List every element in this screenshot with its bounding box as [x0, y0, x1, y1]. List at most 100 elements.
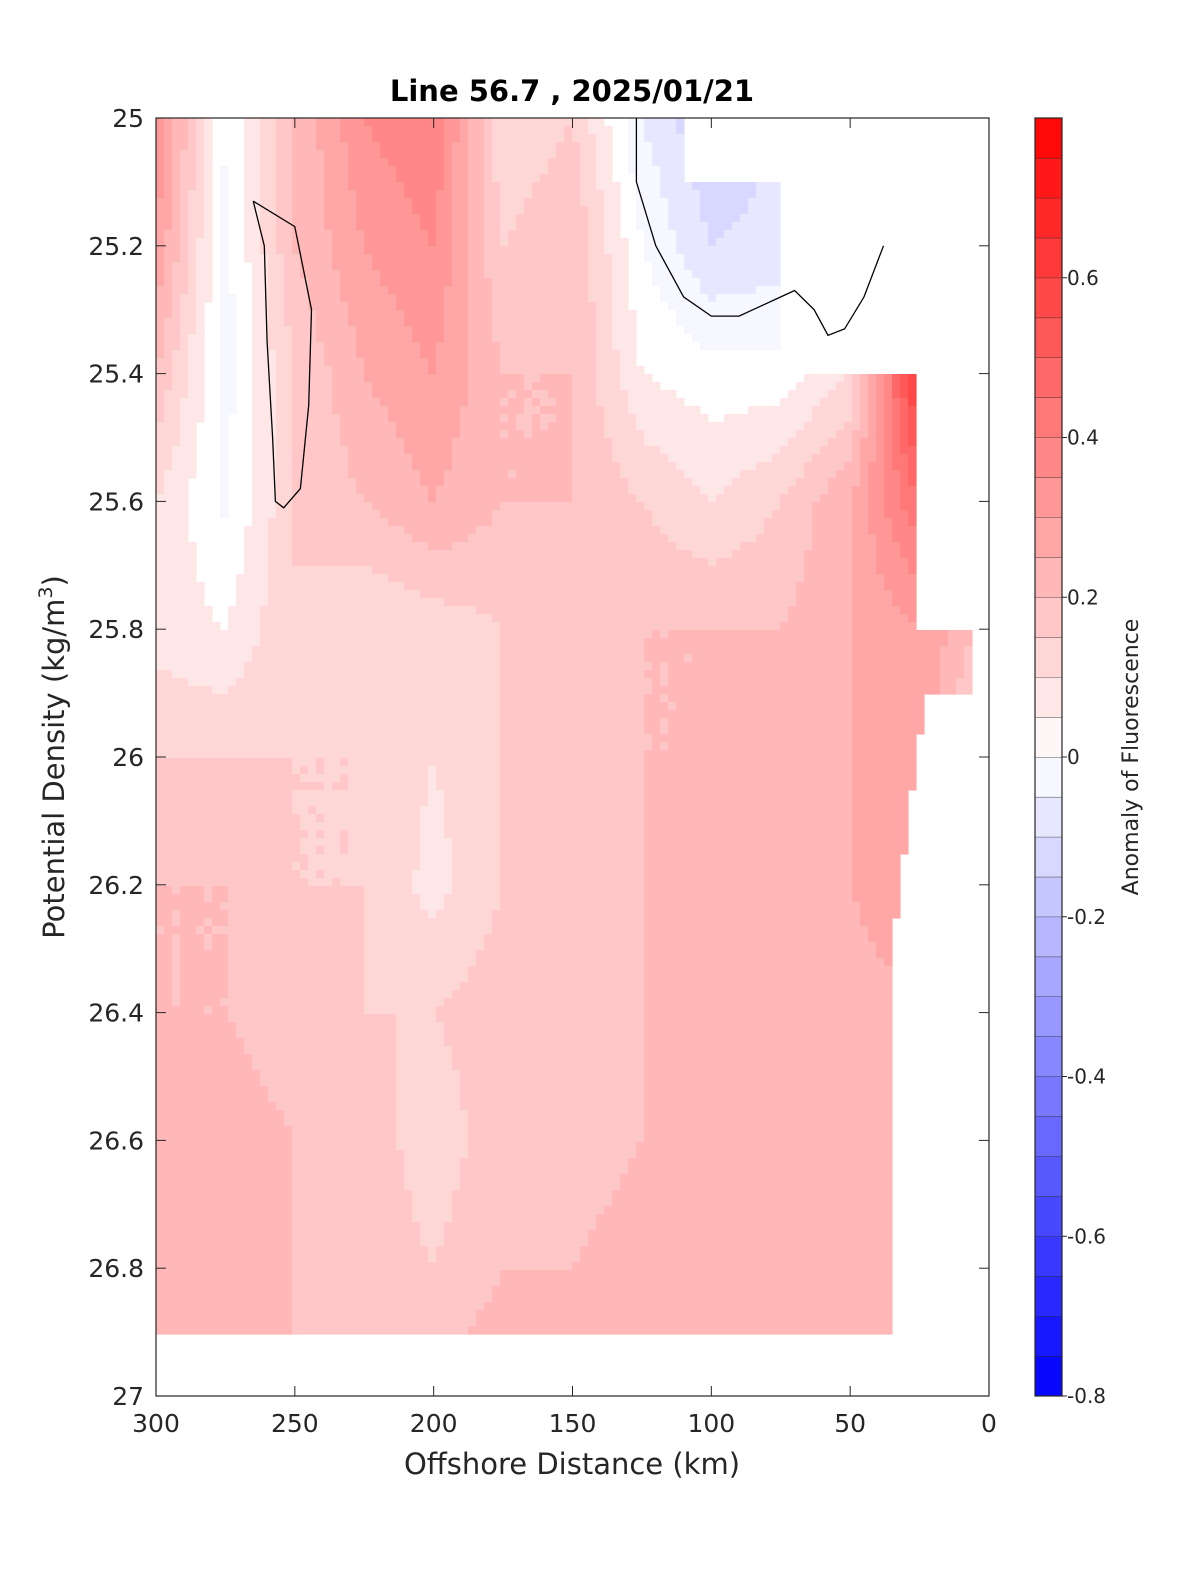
contour-cell: [364, 390, 373, 399]
contour-cell: [604, 158, 613, 167]
contour-cell: [340, 446, 349, 455]
contour-cell: [292, 118, 301, 127]
contour-cell: [188, 214, 197, 223]
contour-cell: [180, 494, 189, 503]
contour-cell: [348, 598, 357, 607]
contour-cell: [572, 390, 581, 399]
contour-cell: [820, 510, 829, 519]
contour-cell: [676, 262, 685, 271]
contour-cell: [388, 198, 397, 207]
contour-cell: [428, 118, 437, 127]
contour-cell: [284, 574, 293, 583]
contour-cell: [260, 582, 269, 591]
contour-cell: [332, 334, 341, 343]
contour-cell: [460, 414, 469, 423]
contour-cell: [516, 414, 525, 423]
contour-cell: [852, 446, 861, 455]
contour-cell: [332, 214, 341, 223]
contour-cell: [172, 126, 181, 135]
contour-cell: [164, 126, 173, 135]
contour-cell: [404, 614, 413, 623]
contour-cell: [740, 470, 749, 479]
contour-cell: [476, 182, 485, 191]
contour-cell: [300, 566, 309, 575]
contour-cell: [836, 510, 845, 519]
contour-cell: [228, 630, 237, 639]
contour-cell: [612, 462, 621, 471]
contour-cell: [564, 118, 573, 127]
contour-cell: [772, 598, 781, 607]
contour-cell: [540, 142, 549, 151]
contour-cell: [428, 126, 437, 135]
contour-cell: [372, 478, 381, 487]
contour-cell: [764, 438, 773, 447]
contour-cell: [388, 438, 397, 447]
contour-cell: [348, 478, 357, 487]
contour-cell: [364, 502, 373, 511]
contour-cell: [676, 238, 685, 247]
contour-cell: [188, 230, 197, 239]
contour-cell: [420, 534, 429, 543]
contour-cell: [580, 422, 589, 431]
contour-cell: [620, 326, 629, 335]
contour-cell: [836, 502, 845, 511]
contour-cell: [500, 326, 509, 335]
contour-cell: [476, 238, 485, 247]
contour-cell: [612, 262, 621, 271]
contour-cell: [636, 126, 645, 135]
contour-cell: [300, 462, 309, 471]
contour-cell: [252, 542, 261, 551]
contour-cell: [420, 486, 429, 495]
contour-cell: [732, 438, 741, 447]
contour-cell: [660, 454, 669, 463]
contour-cell: [812, 406, 821, 415]
contour-cell: [588, 510, 597, 519]
contour-cell: [580, 190, 589, 199]
contour-cell: [596, 326, 605, 335]
contour-cell: [436, 286, 445, 295]
contour-cell: [380, 126, 389, 135]
contour-cell: [516, 542, 525, 551]
contour-cell: [204, 622, 213, 631]
contour-cell: [372, 254, 381, 263]
contour-cell: [412, 574, 421, 583]
contour-cell: [684, 198, 693, 207]
contour-cell: [876, 566, 885, 575]
contour-cell: [500, 318, 509, 327]
contour-cell: [428, 454, 437, 463]
contour-cell: [732, 622, 741, 631]
contour-cell: [188, 318, 197, 327]
contour-cell: [660, 262, 669, 271]
contour-cell: [588, 470, 597, 479]
contour-cell: [284, 214, 293, 223]
contour-cell: [340, 206, 349, 215]
contour-cell: [484, 166, 493, 175]
contour-cell: [188, 278, 197, 287]
contour-cell: [460, 598, 469, 607]
contour-cell: [484, 198, 493, 207]
contour-cell: [604, 326, 613, 335]
contour-cell: [260, 598, 269, 607]
contour-cell: [492, 294, 501, 303]
contour-cell: [652, 414, 661, 423]
contour-cell: [260, 390, 269, 399]
contour-cell: [588, 262, 597, 271]
contour-cell: [444, 334, 453, 343]
contour-cell: [652, 558, 661, 567]
contour-cell: [492, 358, 501, 367]
contour-cell: [708, 334, 717, 343]
contour-cell: [588, 214, 597, 223]
contour-cell: [260, 494, 269, 503]
contour-cell: [636, 222, 645, 231]
contour-cell: [420, 214, 429, 223]
contour-cell: [524, 518, 533, 527]
contour-cell: [780, 614, 789, 623]
contour-cell: [332, 126, 341, 135]
contour-cell: [404, 286, 413, 295]
contour-cell: [772, 342, 781, 351]
contour-cell: [764, 294, 773, 303]
contour-cell: [540, 182, 549, 191]
contour-cell: [580, 518, 589, 527]
contour-cell: [356, 222, 365, 231]
contour-cell: [340, 526, 349, 535]
